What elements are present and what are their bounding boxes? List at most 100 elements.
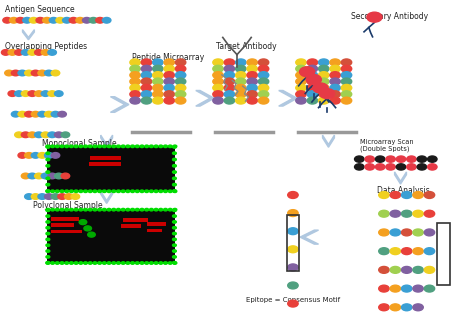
Circle shape [341, 65, 352, 72]
Circle shape [341, 91, 352, 98]
Circle shape [51, 145, 55, 148]
Circle shape [247, 97, 257, 104]
Circle shape [386, 164, 395, 170]
Circle shape [15, 132, 23, 138]
Circle shape [60, 190, 64, 193]
Circle shape [48, 50, 56, 55]
Circle shape [76, 17, 84, 23]
Circle shape [390, 304, 401, 311]
Text: Secondary Antibody: Secondary Antibody [351, 12, 428, 22]
Circle shape [83, 145, 87, 148]
Circle shape [330, 72, 340, 79]
Circle shape [46, 262, 50, 264]
Circle shape [390, 266, 401, 273]
Circle shape [83, 190, 87, 193]
Circle shape [112, 208, 116, 211]
Circle shape [168, 145, 172, 148]
Circle shape [46, 171, 50, 173]
Circle shape [41, 132, 50, 138]
Circle shape [365, 164, 374, 170]
Circle shape [112, 145, 116, 148]
Circle shape [173, 209, 176, 212]
Circle shape [21, 50, 30, 55]
Circle shape [71, 194, 80, 199]
Polygon shape [23, 30, 34, 40]
Circle shape [8, 50, 17, 55]
Circle shape [164, 65, 174, 72]
Circle shape [258, 65, 269, 72]
Circle shape [98, 262, 101, 264]
Circle shape [365, 156, 374, 162]
Circle shape [38, 153, 46, 158]
Circle shape [258, 85, 269, 91]
Text: Peptide Microarray: Peptide Microarray [132, 53, 204, 62]
Circle shape [154, 262, 158, 264]
Circle shape [247, 59, 257, 66]
Circle shape [173, 262, 177, 264]
Circle shape [288, 264, 298, 271]
Circle shape [413, 304, 423, 311]
Circle shape [31, 70, 40, 76]
Circle shape [159, 262, 163, 264]
Circle shape [307, 97, 318, 104]
Circle shape [159, 145, 163, 148]
Circle shape [168, 262, 172, 264]
Circle shape [25, 70, 33, 76]
Circle shape [175, 85, 186, 91]
Bar [287, 215, 299, 271]
Circle shape [121, 208, 125, 211]
Polygon shape [196, 90, 214, 106]
Circle shape [55, 91, 63, 96]
Text: Target Antibody: Target Antibody [216, 42, 276, 51]
Circle shape [341, 59, 352, 66]
Circle shape [175, 72, 186, 79]
Circle shape [18, 111, 27, 117]
Circle shape [224, 78, 235, 85]
Circle shape [236, 91, 246, 98]
Circle shape [83, 262, 87, 264]
Circle shape [417, 164, 427, 170]
Circle shape [224, 91, 235, 98]
Circle shape [213, 72, 223, 79]
Circle shape [307, 85, 318, 91]
Circle shape [401, 285, 412, 292]
Circle shape [288, 282, 298, 289]
Circle shape [102, 208, 106, 211]
Circle shape [15, 50, 23, 55]
Circle shape [319, 97, 329, 104]
Circle shape [390, 285, 401, 292]
Circle shape [173, 171, 176, 173]
Circle shape [258, 59, 269, 66]
Circle shape [15, 91, 23, 96]
Circle shape [102, 262, 106, 264]
Circle shape [173, 256, 176, 258]
Circle shape [247, 91, 257, 98]
Circle shape [236, 59, 246, 66]
Circle shape [136, 145, 139, 148]
Circle shape [390, 192, 401, 198]
Circle shape [126, 262, 130, 264]
Circle shape [28, 173, 36, 179]
Circle shape [379, 210, 389, 217]
Circle shape [141, 91, 152, 98]
Circle shape [107, 262, 111, 264]
Circle shape [51, 111, 60, 117]
Circle shape [413, 248, 423, 255]
Circle shape [247, 85, 257, 91]
Circle shape [401, 192, 412, 198]
Circle shape [319, 89, 335, 99]
Circle shape [428, 164, 437, 170]
Circle shape [247, 78, 257, 85]
Circle shape [130, 97, 140, 104]
Circle shape [319, 59, 329, 66]
Circle shape [296, 78, 306, 85]
Circle shape [296, 65, 306, 72]
Circle shape [164, 78, 174, 85]
Circle shape [213, 65, 223, 72]
Circle shape [23, 17, 31, 23]
Circle shape [159, 208, 163, 211]
Circle shape [130, 59, 140, 66]
Circle shape [396, 156, 406, 162]
Circle shape [164, 97, 174, 104]
FancyBboxPatch shape [51, 223, 74, 227]
